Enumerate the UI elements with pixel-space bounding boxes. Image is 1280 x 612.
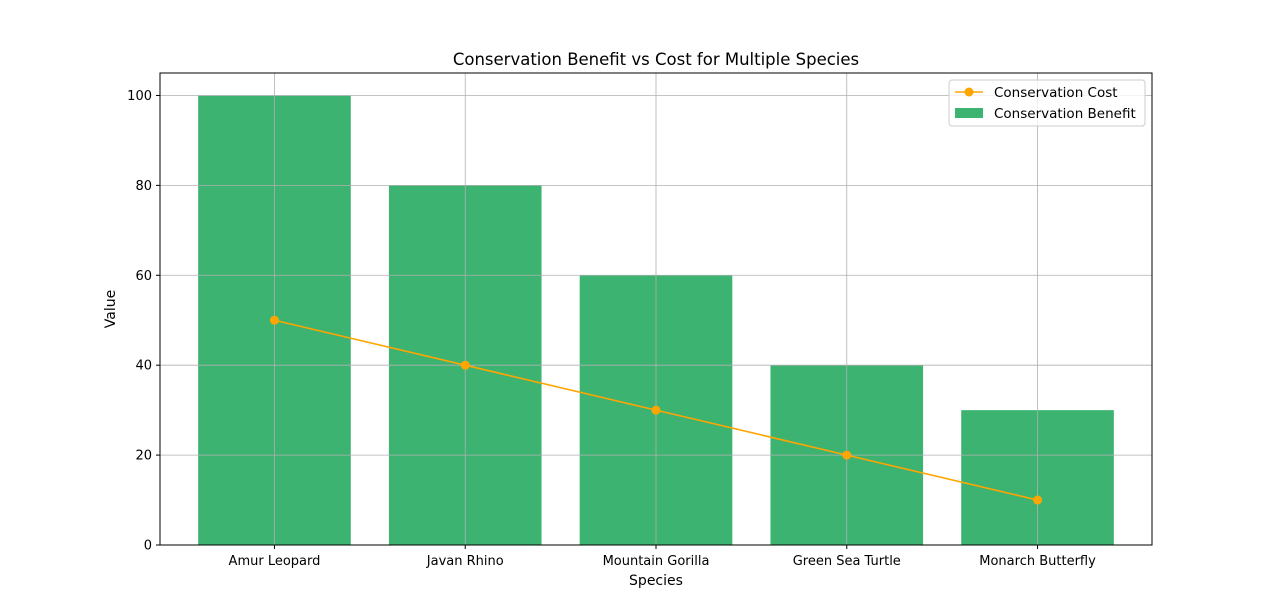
x-tick-label: Green Sea Turtle [793, 554, 901, 569]
x-tick-label: Mountain Gorilla [603, 554, 710, 569]
chart-title: Conservation Benefit vs Cost for Multipl… [453, 50, 859, 69]
y-tick-label: 100 [127, 89, 152, 104]
plot-area: 0 20 40 60 80 100 Amur Leopard Javan Rhino Mount… [127, 72, 1153, 569]
point-conservation-cost [460, 360, 470, 370]
point-conservation-cost [269, 315, 279, 325]
y-tick-label: 60 [135, 269, 152, 284]
y-tick-label: 20 [135, 449, 152, 464]
legend-swatch-conservation-benefit [955, 108, 983, 118]
point-conservation-cost [651, 405, 661, 415]
legend-box [948, 79, 1146, 127]
y-tick-label: 0 [144, 539, 152, 554]
x-tick-label: Monarch Butterfly [979, 554, 1096, 569]
x-axis-label: Species [629, 573, 683, 589]
x-tick-label: Javan Rhino [426, 554, 504, 569]
point-conservation-cost [1033, 495, 1043, 505]
x-tick-label: Amur Leopard [229, 554, 321, 569]
y-axis-label: Value [103, 290, 119, 328]
legend: Conservation Cost Conservation Benefit [948, 79, 1146, 127]
legend-label-conservation-benefit: Conservation Benefit [994, 106, 1136, 122]
y-tick-label: 40 [135, 359, 152, 374]
point-conservation-cost [842, 450, 852, 460]
legend-label-conservation-cost: Conservation Cost [994, 85, 1118, 101]
legend-marker-conservation-cost [964, 87, 974, 97]
y-tick-label: 80 [135, 179, 152, 194]
